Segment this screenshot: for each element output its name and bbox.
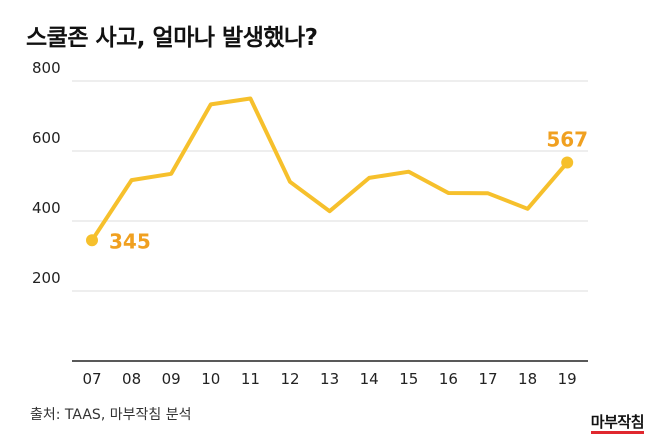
source-note: 출처: TAAS, 마부작침 분석 [30,407,192,423]
endpoint-markers [86,156,574,247]
x-tick-label: 13 [320,370,339,388]
x-tick-label: 16 [439,370,458,388]
data-label: 567 [546,128,588,152]
x-tick-label: 09 [162,370,181,388]
x-tick-label: 14 [360,370,379,388]
y-tick-label: 200 [32,269,61,287]
data-point-marker [86,234,98,247]
x-tick-labels: 07 08 09 10 11 12 13 14 15 16 17 18 19 [82,370,576,388]
x-tick-label: 08 [122,370,141,388]
x-tick-label: 07 [82,370,101,388]
y-tick-label: 600 [32,129,61,147]
x-tick-label: 10 [201,370,220,388]
x-tick-label: 19 [558,370,577,388]
logo: 마부작침 [590,413,645,434]
x-tick-label: 12 [280,370,299,388]
x-tick-label: 17 [478,370,497,388]
x-tick-label: 18 [518,370,537,388]
data-label: 345 [109,229,151,253]
data-labels: 345 567 [109,128,588,254]
y-tick-label: 400 [32,199,61,217]
y-tick-label: 800 [32,59,61,77]
series-line [90,96,570,243]
data-point-marker [561,156,574,169]
grid-lines [72,80,588,292]
x-tick-label: 11 [241,370,260,388]
y-tick-labels: 200 400 600 800 [32,59,61,287]
chart-title: 스쿨존 사고, 얼마나 발생했나? [26,25,318,51]
x-tick-label: 15 [399,370,418,388]
